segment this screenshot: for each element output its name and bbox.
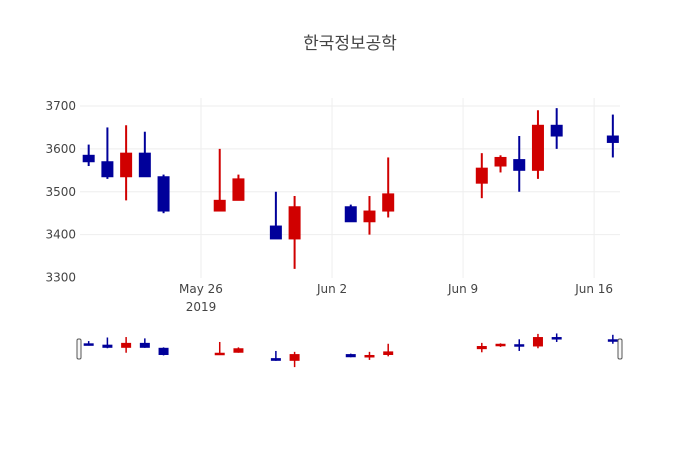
slider-candle [139, 338, 150, 348]
y-axis: 3300 3400 3500 3600 3700 [45, 99, 76, 285]
candle[interactable] [363, 196, 376, 235]
slider-candle [83, 341, 94, 346]
candle[interactable] [550, 108, 563, 149]
slider-candle [532, 333, 543, 349]
y-tick-label: 3600 [45, 142, 76, 156]
y-tick-label: 3500 [45, 185, 76, 199]
range-slider-left-handle[interactable] [76, 338, 82, 360]
range-slider-right-handle[interactable] [617, 338, 623, 360]
slider-candle [270, 350, 281, 361]
candle[interactable] [531, 110, 544, 179]
candle[interactable] [269, 191, 282, 240]
x-tick-label: Jun 9 [447, 282, 478, 296]
slider-candle [476, 342, 487, 353]
slider-candle [102, 337, 113, 349]
x-axis: May 26 2019 Jun 2 Jun 9 Jun 16 [179, 282, 613, 314]
slider-candle [214, 341, 225, 356]
y-tick-label: 3400 [45, 228, 76, 242]
slider-candle [383, 343, 394, 357]
slider-candle [158, 347, 169, 356]
candle[interactable] [138, 131, 151, 178]
range-slider-track[interactable] [80, 330, 620, 370]
y-tick-label: 3700 [45, 99, 76, 113]
candle[interactable] [157, 174, 170, 214]
candles [82, 108, 619, 269]
candle[interactable] [475, 153, 488, 199]
x-tick-label: May 26 [179, 282, 223, 296]
slider-candle [495, 343, 506, 347]
candle[interactable] [494, 155, 507, 173]
candle[interactable] [382, 157, 395, 218]
candle[interactable] [120, 125, 133, 201]
candle[interactable] [82, 144, 95, 167]
x-tick-year: 2019 [186, 300, 217, 314]
slider-candle [289, 351, 300, 368]
slider-candle [514, 339, 525, 351]
y-tick-label: 3300 [45, 271, 76, 285]
slider-candle [551, 333, 562, 342]
slider-candle [607, 334, 618, 344]
range-slider-candles [83, 333, 618, 368]
range-slider[interactable] [76, 330, 623, 370]
slider-candle [364, 351, 375, 360]
gridlines [80, 98, 620, 278]
candle[interactable] [213, 148, 226, 212]
slider-candle [233, 347, 244, 353]
slider-candle [345, 353, 356, 358]
candle[interactable] [344, 204, 357, 223]
candle[interactable] [101, 127, 114, 179]
candle[interactable] [232, 174, 245, 201]
x-tick-label: Jun 16 [574, 282, 613, 296]
slider-candle [121, 337, 132, 353]
candle[interactable] [513, 136, 526, 192]
x-tick-label: Jun 2 [316, 282, 347, 296]
candle[interactable] [606, 114, 619, 158]
candle[interactable] [288, 196, 301, 269]
chart-title: 한국정보공학 [303, 34, 397, 54]
